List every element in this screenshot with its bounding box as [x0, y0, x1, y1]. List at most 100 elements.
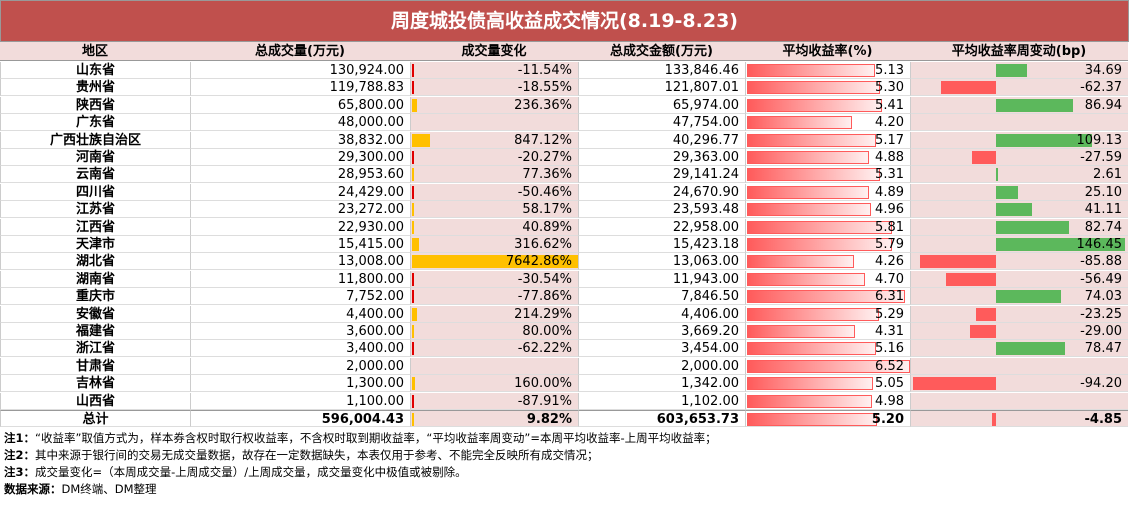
table-cell: 603,653.73: [578, 410, 745, 427]
bar: [996, 98, 1073, 112]
table-cell: 4.89: [745, 183, 910, 201]
table-cell: 1,300.00: [190, 375, 410, 393]
table-cell: 5.29: [745, 305, 910, 323]
cell-text: 湖北省: [75, 254, 115, 270]
bar: [747, 151, 869, 164]
table-cell: 74.03: [910, 288, 1128, 306]
cell-text: 4,400.00: [346, 306, 404, 322]
table-cell: 3,454.00: [578, 340, 745, 358]
table-cell: 5.41: [745, 96, 910, 114]
table-cell: 1,100.00: [190, 392, 410, 410]
table-cell: 9.82%: [410, 410, 578, 427]
bar: [996, 64, 1027, 77]
title: 周度城投债高收益成交情况(8.19-8.23): [0, 0, 1129, 42]
table-cell: 65,974.00: [578, 96, 745, 114]
cell-text: 5.17: [875, 132, 904, 148]
table-cell: 130,924.00: [190, 62, 410, 79]
bar: [747, 185, 870, 199]
table-cell: 1,342.00: [578, 375, 745, 393]
cell-text: 江西省: [75, 219, 115, 235]
table-cell: 1,102.00: [578, 392, 745, 410]
table-cell: 38,832.00: [190, 131, 410, 149]
cell-text: 重庆市: [75, 289, 115, 305]
table-cell: 4.20: [745, 114, 910, 132]
bar: [747, 116, 852, 130]
cell-text: 13,008.00: [337, 254, 404, 270]
table-cell: -18.55%: [410, 79, 578, 97]
note-label: 注1：: [4, 431, 36, 446]
cell-text: 3,454.00: [681, 341, 739, 357]
bar: [747, 272, 865, 286]
cell-text: 77.36%: [522, 167, 572, 183]
cell-text: 847.12%: [514, 132, 572, 148]
bar: [412, 342, 414, 356]
cell-text: 山西省: [75, 393, 115, 409]
table-cell: 6.31: [745, 288, 910, 306]
table-cell: -23.25: [910, 305, 1128, 323]
bar: [747, 203, 871, 217]
bar: [941, 81, 996, 95]
cell-text: -30.54%: [517, 271, 572, 287]
cell-text: 5.29: [875, 306, 904, 322]
cell-text: 22,958.00: [672, 219, 739, 235]
table-cell: 847.12%: [410, 131, 578, 149]
bar: [747, 342, 876, 356]
table-cell: 214.29%: [410, 305, 578, 323]
cell-text: 5.05: [875, 376, 904, 392]
cell-text: 5.16: [875, 341, 904, 357]
bar: [996, 133, 1093, 147]
bar: [412, 64, 414, 77]
bar: [412, 307, 417, 321]
bar: [747, 394, 872, 408]
table-cell: 5.17: [745, 131, 910, 149]
cell-text: 29,363.00: [672, 150, 739, 165]
cell-text: 236.36%: [514, 97, 572, 113]
bar: [412, 220, 414, 234]
cell-text: 5.79: [875, 237, 904, 252]
cell-text: 2,000.00: [346, 358, 404, 374]
cell-text: 29,141.24: [672, 167, 739, 183]
bar: [747, 413, 877, 426]
bar: [747, 64, 876, 77]
cell-text: 陕西省: [75, 97, 115, 113]
table-cell: -87.91%: [410, 392, 578, 410]
column-header: 平均收益率周变动(bp): [910, 42, 1128, 61]
table-cell: 65,800.00: [190, 96, 410, 114]
bar: [412, 255, 578, 269]
bar: [747, 307, 880, 321]
cell-text: -23.25: [1080, 306, 1122, 322]
table-cell: 11,943.00: [578, 270, 745, 288]
table-cell: 2.61: [910, 166, 1128, 184]
cell-text: 603,653.73: [656, 412, 739, 427]
table-cell: 15,415.00: [190, 236, 410, 253]
cell-text: 5.20: [871, 412, 904, 427]
cell-text: 130,924.00: [329, 63, 404, 78]
bar: [747, 290, 905, 304]
table-cell: 29,300.00: [190, 149, 410, 166]
cell-text: 3,669.20: [681, 324, 739, 339]
table-cell: 3,400.00: [190, 340, 410, 358]
table-cell: 贵州省: [0, 79, 190, 97]
table-cell: 重庆市: [0, 288, 190, 306]
cell-text: 121,807.01: [664, 80, 739, 96]
table-cell: 吉林省: [0, 375, 190, 393]
table-cell: [910, 114, 1128, 132]
bar: [996, 203, 1033, 217]
bar: [412, 81, 414, 95]
table-cell: 浙江省: [0, 340, 190, 358]
cell-text: -11.54%: [517, 63, 572, 78]
cell-text: 5.41: [875, 97, 904, 113]
table-cell: 40.89%: [410, 218, 578, 236]
table-cell: 5.30: [745, 79, 910, 97]
table-cell: 3,669.20: [578, 323, 745, 340]
table-cell: 48,000.00: [190, 114, 410, 132]
cell-text: 贵州省: [75, 80, 115, 96]
table-cell: 15,423.18: [578, 236, 745, 253]
cell-text: 24,670.90: [672, 184, 739, 200]
table-cell: 4,400.00: [190, 305, 410, 323]
table-cell: 23,593.48: [578, 201, 745, 219]
table-cell: 29,141.24: [578, 166, 745, 184]
table-cell: 广东省: [0, 114, 190, 132]
cell-text: 23,593.48: [672, 202, 739, 218]
